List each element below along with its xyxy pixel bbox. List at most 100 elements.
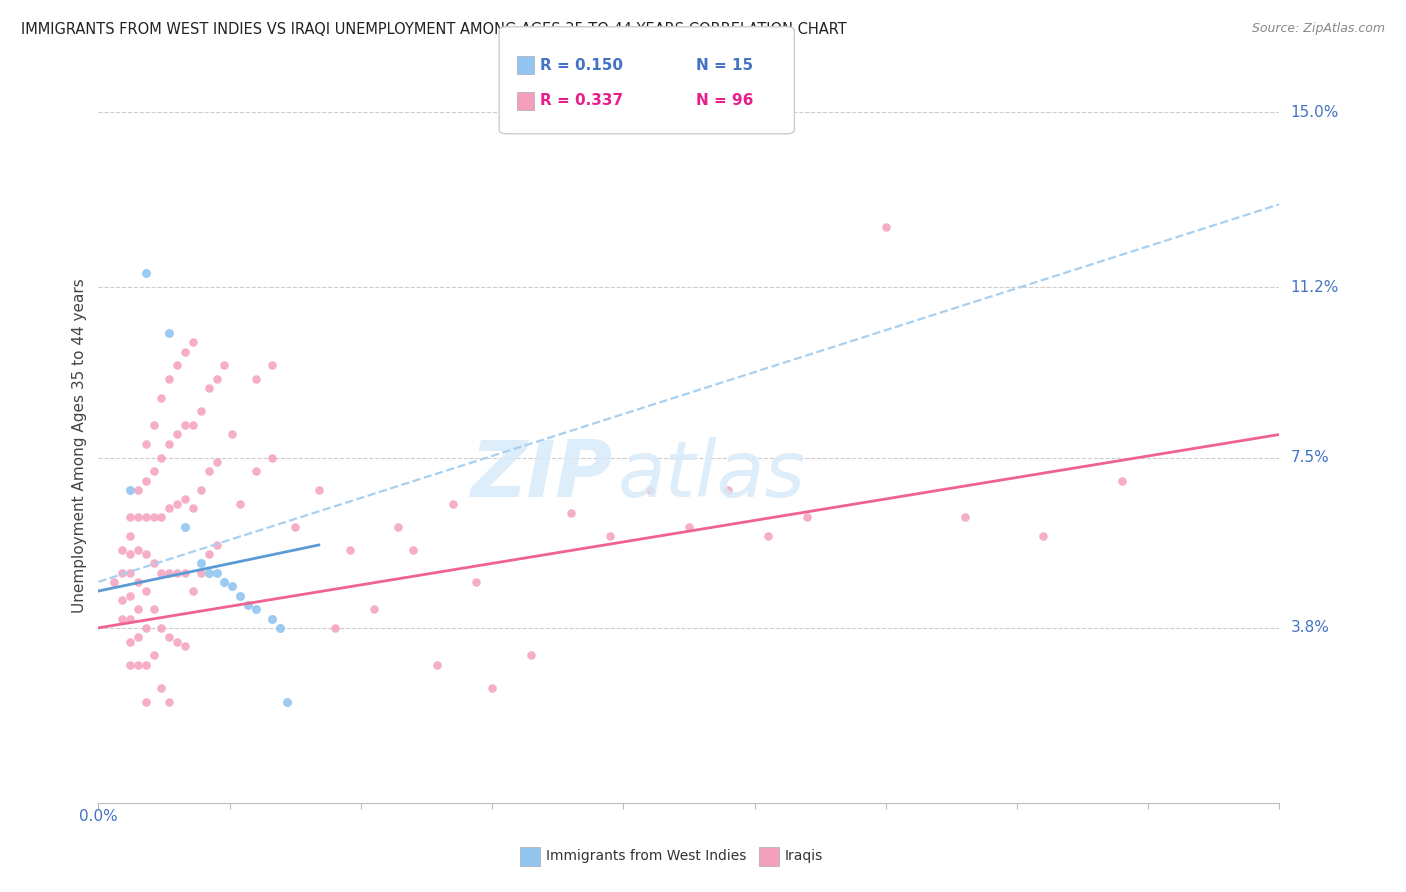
Point xyxy=(157,566,180,580)
Point xyxy=(363,602,385,616)
Point xyxy=(118,566,141,580)
Point xyxy=(150,450,173,465)
Point xyxy=(190,404,212,418)
Point xyxy=(481,681,503,695)
Point xyxy=(229,589,252,603)
Point xyxy=(221,579,243,593)
Point xyxy=(181,418,204,433)
Point xyxy=(166,427,188,442)
Text: N = 15: N = 15 xyxy=(696,58,754,72)
Point xyxy=(197,547,219,561)
Point xyxy=(103,574,125,589)
Point xyxy=(118,589,141,603)
Point xyxy=(118,529,141,543)
Point xyxy=(599,529,621,543)
Text: 7.5%: 7.5% xyxy=(1291,450,1329,465)
Text: Source: ZipAtlas.com: Source: ZipAtlas.com xyxy=(1251,22,1385,36)
Point xyxy=(245,372,267,386)
Text: 15.0%: 15.0% xyxy=(1291,104,1339,120)
Point xyxy=(260,359,283,373)
Point xyxy=(135,621,157,635)
Text: R = 0.337: R = 0.337 xyxy=(540,94,623,108)
Point xyxy=(127,657,149,672)
Point xyxy=(276,694,298,708)
Point xyxy=(166,497,188,511)
Point xyxy=(111,566,134,580)
Point xyxy=(174,491,197,506)
Point xyxy=(245,464,267,478)
Text: N = 96: N = 96 xyxy=(696,94,754,108)
Point xyxy=(142,510,165,524)
Point xyxy=(214,574,236,589)
Point xyxy=(118,612,141,626)
Point xyxy=(221,427,243,442)
Point xyxy=(1111,474,1133,488)
Point xyxy=(135,584,157,599)
Point xyxy=(181,584,204,599)
Point xyxy=(190,557,212,571)
Point xyxy=(150,566,173,580)
Point xyxy=(157,372,180,386)
Point xyxy=(135,657,157,672)
Point xyxy=(245,602,267,616)
Point xyxy=(127,574,149,589)
Point xyxy=(953,510,976,524)
Point xyxy=(205,538,228,552)
Point xyxy=(142,648,165,663)
Point xyxy=(190,566,212,580)
Point xyxy=(157,630,180,644)
Point xyxy=(118,510,141,524)
Point xyxy=(150,681,173,695)
Point xyxy=(197,566,219,580)
Text: 11.2%: 11.2% xyxy=(1291,280,1339,294)
Point xyxy=(214,359,236,373)
Point xyxy=(118,634,141,648)
Point xyxy=(127,602,149,616)
Point xyxy=(465,574,488,589)
Point xyxy=(127,510,149,524)
Point xyxy=(150,391,173,405)
Point xyxy=(323,621,346,635)
Point xyxy=(174,418,197,433)
Point xyxy=(284,519,307,533)
Point xyxy=(717,483,740,497)
Point xyxy=(142,418,165,433)
Point xyxy=(181,335,204,350)
Point xyxy=(118,483,141,497)
Point xyxy=(127,483,149,497)
Point xyxy=(402,542,425,557)
Point xyxy=(127,630,149,644)
Text: 0.0%: 0.0% xyxy=(79,808,118,823)
Point xyxy=(166,566,188,580)
Point xyxy=(166,634,188,648)
Text: R = 0.150: R = 0.150 xyxy=(540,58,623,72)
Point xyxy=(260,450,283,465)
Point xyxy=(118,657,141,672)
Point xyxy=(157,326,180,341)
Point xyxy=(174,566,197,580)
Point xyxy=(387,519,409,533)
Point xyxy=(150,510,173,524)
Text: Iraqis: Iraqis xyxy=(785,849,823,863)
Point xyxy=(197,381,219,395)
Point xyxy=(166,359,188,373)
Point xyxy=(190,483,212,497)
Point xyxy=(339,542,361,557)
Point xyxy=(135,474,157,488)
Point xyxy=(520,648,543,663)
Point xyxy=(135,510,157,524)
Text: IMMIGRANTS FROM WEST INDIES VS IRAQI UNEMPLOYMENT AMONG AGES 35 TO 44 YEARS CORR: IMMIGRANTS FROM WEST INDIES VS IRAQI UNE… xyxy=(21,22,846,37)
Point xyxy=(269,621,291,635)
Text: 3.8%: 3.8% xyxy=(1291,620,1330,635)
Point xyxy=(197,464,219,478)
Point xyxy=(174,519,197,533)
Point xyxy=(260,612,283,626)
Point xyxy=(135,694,157,708)
Point xyxy=(875,220,897,235)
Text: Immigrants from West Indies: Immigrants from West Indies xyxy=(546,849,747,863)
Point xyxy=(127,542,149,557)
Text: ZIP: ZIP xyxy=(470,436,612,513)
Point xyxy=(560,506,582,520)
Point xyxy=(205,566,228,580)
Point xyxy=(308,483,330,497)
